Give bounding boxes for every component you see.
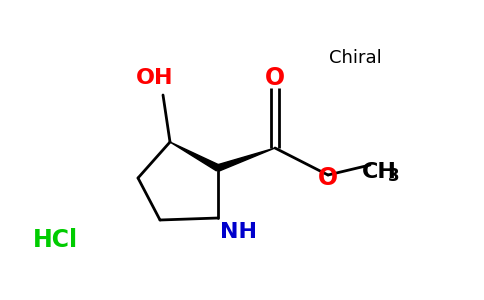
Text: 3: 3 — [388, 167, 400, 185]
Text: O: O — [265, 66, 285, 90]
Polygon shape — [217, 148, 275, 171]
Text: OH: OH — [136, 68, 174, 88]
Text: HCl: HCl — [32, 228, 77, 252]
Text: CH: CH — [362, 162, 397, 182]
Polygon shape — [170, 142, 220, 171]
Text: O: O — [318, 166, 338, 190]
Text: NH: NH — [220, 222, 257, 242]
Text: Chiral: Chiral — [329, 49, 381, 67]
